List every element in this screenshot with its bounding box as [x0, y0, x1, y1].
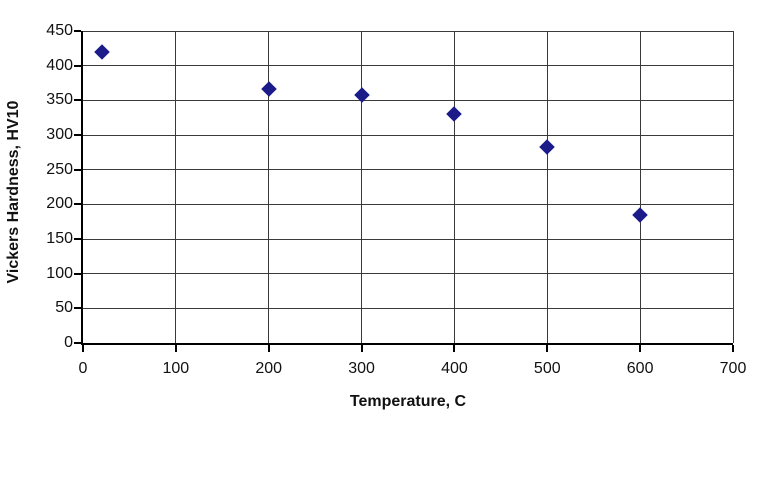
y-gridline	[83, 99, 733, 101]
x-tick-mark	[732, 345, 734, 352]
x-gridline	[453, 31, 455, 343]
y-tick-label: 150	[46, 230, 73, 247]
y-tick-mark	[74, 30, 81, 32]
y-tick-mark	[74, 203, 81, 206]
y-tick-mark	[74, 342, 81, 344]
x-tick-label: 700	[719, 360, 747, 377]
x-gridline	[268, 31, 270, 343]
x-tick-mark	[267, 345, 270, 352]
y-gridline	[83, 203, 733, 205]
x-tick-label: 300	[348, 360, 375, 377]
y-tick-label: 450	[46, 22, 73, 39]
y-tick-label: 350	[46, 91, 73, 109]
y-tick-mark	[74, 134, 81, 136]
data-point	[260, 81, 277, 98]
x-axis-line	[81, 343, 733, 345]
x-tick-mark	[639, 345, 642, 352]
x-tick-mark	[360, 345, 363, 352]
x-tick-label: 500	[533, 360, 561, 377]
y-tick-mark	[74, 238, 81, 240]
x-gridline	[732, 31, 734, 343]
x-tick-label: 400	[441, 360, 468, 377]
x-tick-label: 0	[78, 360, 88, 377]
x-axis-title: Temperature, C	[349, 393, 467, 410]
data-point	[539, 139, 556, 155]
x-tick-label: 600	[626, 360, 654, 377]
data-point	[446, 106, 463, 122]
y-tick-mark	[74, 307, 81, 310]
y-gridline	[83, 307, 733, 309]
y-axis-title: Vickers Hardness, HV10	[5, 100, 22, 284]
y-gridline	[83, 273, 733, 275]
y-tick-mark	[74, 168, 81, 171]
y-axis-line	[81, 31, 83, 345]
x-gridline	[361, 31, 363, 343]
y-tick-label: 200	[46, 195, 73, 213]
data-point	[632, 206, 648, 223]
x-gridline	[639, 31, 641, 343]
x-tick-label: 100	[162, 360, 190, 377]
y-tick-label: 400	[46, 56, 73, 74]
x-tick-mark	[546, 345, 549, 352]
y-gridline	[83, 134, 733, 136]
y-gridline	[83, 238, 733, 240]
x-tick-mark	[82, 345, 84, 352]
y-gridline	[83, 169, 733, 171]
y-gridline	[83, 30, 733, 32]
y-tick-mark	[74, 272, 81, 275]
y-gridline	[83, 65, 733, 67]
x-tick-mark	[453, 345, 456, 352]
y-tick-label: 0	[64, 334, 73, 351]
y-tick-mark	[74, 99, 81, 102]
figure-caption: Figure 2. The above plot shows data obta…	[43, 424, 655, 489]
figure-caption-line-1: Figure 2. The above plot shows data obta…	[43, 484, 655, 489]
y-tick-label: 300	[46, 126, 73, 143]
x-gridline	[546, 31, 548, 343]
x-tick-mark	[174, 345, 177, 352]
x-gridline	[175, 31, 177, 343]
y-tick-label: 100	[46, 264, 73, 282]
data-point	[93, 44, 110, 60]
y-tick-label: 50	[55, 299, 73, 317]
y-tick-mark	[74, 64, 81, 67]
x-tick-label: 200	[255, 360, 283, 377]
y-tick-label: 250	[46, 160, 73, 178]
